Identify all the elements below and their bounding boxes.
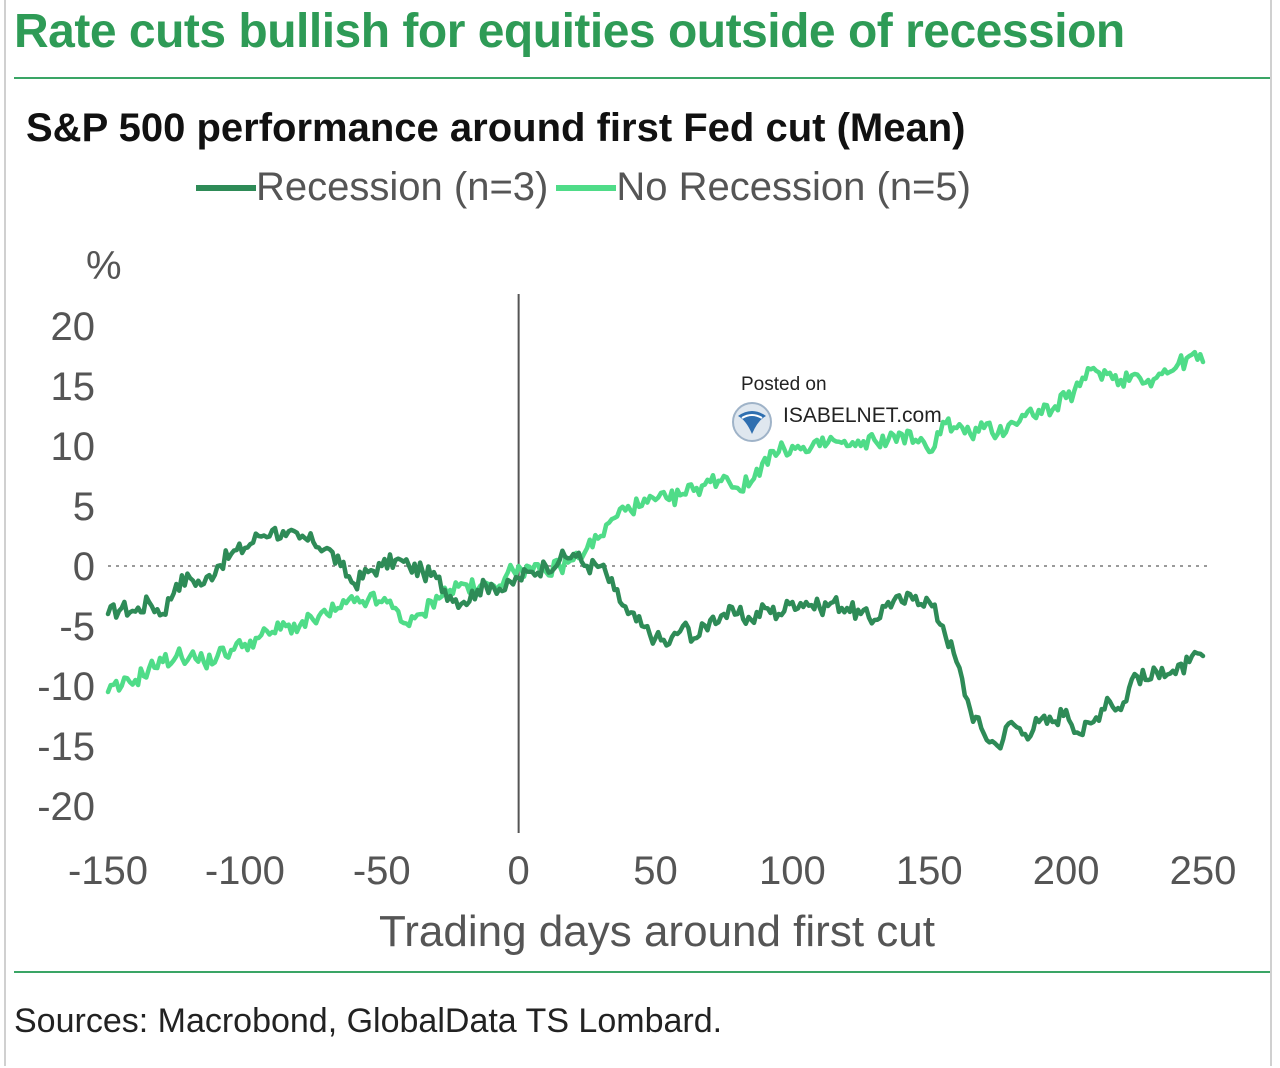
x-tick-label: 0 xyxy=(508,849,530,893)
x-tick-label: 100 xyxy=(759,849,826,893)
isabelnet-logo-icon xyxy=(732,402,772,442)
watermark-posted-label: Posted on xyxy=(741,374,827,395)
y-tick-label: 15 xyxy=(51,365,96,409)
x-tick-label: 200 xyxy=(1033,849,1100,893)
chart-title: S&P 500 performance around first Fed cut… xyxy=(26,106,966,150)
y-tick-label: -10 xyxy=(37,665,95,709)
y-tick-label: 20 xyxy=(51,305,96,349)
chart-frame xyxy=(4,0,1272,1066)
top-divider xyxy=(14,77,1270,79)
legend-label-recession: Recession (n=3) xyxy=(256,165,549,209)
series-line-recession xyxy=(105,525,1206,751)
source-note: Sources: Macrobond, GlobalData TS Lombar… xyxy=(14,1002,723,1040)
headline: Rate cuts bullish for equities outside o… xyxy=(14,5,1125,58)
y-tick-label: -15 xyxy=(37,725,95,769)
y-axis-unit-label: % xyxy=(86,244,122,288)
legend-label-no-recession: No Recession (n=5) xyxy=(616,165,971,209)
x-tick-label: 250 xyxy=(1170,849,1237,893)
y-tick-label: 5 xyxy=(73,485,95,529)
x-tick-label: -150 xyxy=(68,849,148,893)
x-axis-title: Trading days around first cut xyxy=(379,907,935,956)
legend-item-recession: Recession (n=3) xyxy=(196,165,548,210)
x-tick-label: 150 xyxy=(896,849,963,893)
bottom-divider xyxy=(14,971,1270,973)
watermark: Posted on ISABELNET.com xyxy=(730,372,970,442)
y-tick-label: 0 xyxy=(73,545,95,589)
series-line-no-recession xyxy=(105,349,1206,695)
x-tick-label: -50 xyxy=(353,849,411,893)
legend: Recession (n=3) No Recession (n=5) xyxy=(196,165,971,210)
legend-swatch-no-recession xyxy=(556,184,617,191)
x-tick-label: 50 xyxy=(633,849,678,893)
y-tick-label: 10 xyxy=(51,425,96,469)
y-tick-label: -5 xyxy=(59,605,95,649)
y-tick-label: -20 xyxy=(37,785,95,829)
legend-swatch-recession xyxy=(196,184,256,191)
watermark-site: ISABELNET.com xyxy=(783,404,942,427)
x-tick-label: -100 xyxy=(205,849,285,893)
legend-item-no-recession: No Recession (n=5) xyxy=(556,165,971,210)
